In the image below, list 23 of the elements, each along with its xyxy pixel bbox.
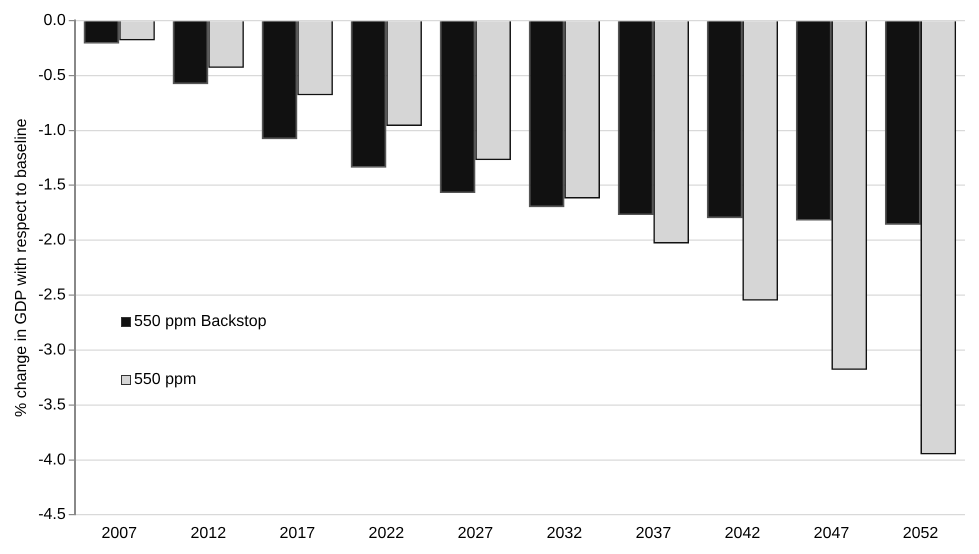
x-tick-label: 2007: [101, 524, 138, 542]
x-tick-label: 2027: [458, 524, 494, 542]
x-tick-label: 2032: [546, 524, 582, 542]
x-tick-label: 2047: [814, 524, 850, 542]
x-tick-label: 2052: [902, 524, 938, 542]
legend-label: 550 ppm: [134, 371, 196, 389]
y-tick-label: -4.5: [38, 506, 66, 524]
x-tick-label: 2042: [724, 524, 760, 542]
y-tick-label: -2.0: [38, 232, 66, 249]
x-tick-label: 2017: [280, 524, 316, 542]
x-tick-label: 2022: [368, 524, 404, 542]
y-axis-title: % change in GDP with respect to baseline: [13, 118, 30, 417]
y-tick-label: -3.0: [38, 341, 66, 358]
legend-label: 550 ppm Backstop: [134, 313, 267, 331]
y-tick-label: -1.5: [38, 176, 66, 194]
x-tick-label: 2012: [190, 524, 226, 542]
y-tick-label: -1.0: [38, 122, 66, 139]
y-tick-label: -2.5: [38, 286, 66, 304]
x-tick-label: 2037: [636, 524, 672, 542]
y-tick-label: -4.0: [38, 451, 66, 468]
y-tick-label: -0.5: [38, 66, 66, 84]
y-tick-label: 0.0: [44, 12, 66, 30]
y-tick-label: -3.5: [38, 396, 66, 414]
